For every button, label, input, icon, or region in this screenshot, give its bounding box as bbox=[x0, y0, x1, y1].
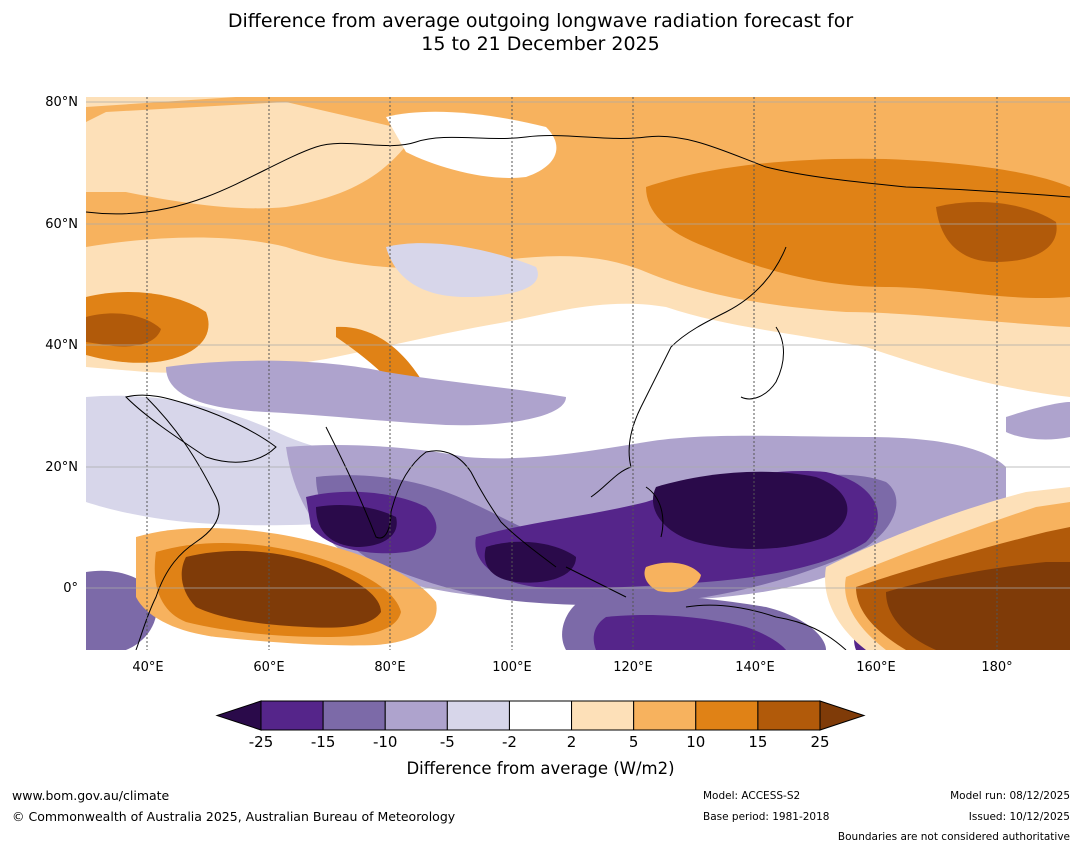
anomaly-region-deep-purple-indonesia bbox=[593, 615, 786, 650]
anomaly-region-purple-pacific bbox=[1006, 402, 1070, 440]
anomaly-region-darkest-purple-philippine-sea bbox=[652, 471, 848, 549]
model-run-date: Model run: 08/12/2025 bbox=[950, 790, 1070, 802]
colorbar-swatch bbox=[757, 700, 821, 731]
anomaly-region-brown-indian-ocean bbox=[181, 550, 381, 628]
colorbar-swatch bbox=[571, 700, 635, 731]
lon-label-100e: 100°E bbox=[492, 660, 532, 675]
colorbar-tick-label: -15 bbox=[310, 733, 336, 751]
anomaly-region-dark-orange-siberia bbox=[646, 158, 1070, 299]
coastline-arctic bbox=[86, 135, 1070, 215]
anomaly-region-brown-caspian bbox=[86, 313, 161, 347]
colorbar-tick-label: -2 bbox=[501, 733, 517, 751]
colorbar-swatch bbox=[260, 700, 324, 731]
colorbar-tick-label: -10 bbox=[372, 733, 398, 751]
lon-label-160e: 160°E bbox=[856, 660, 896, 675]
anomaly-region-neutral-arctic bbox=[386, 111, 557, 178]
olr-anomaly-map bbox=[86, 97, 1070, 650]
lon-label-40e: 40°E bbox=[132, 660, 164, 675]
colorbar-tick-label: 2 bbox=[566, 733, 577, 751]
copyright-notice: © Commonwealth of Australia 2025, Austra… bbox=[12, 809, 456, 824]
colorbar-tick-label: 25 bbox=[810, 733, 830, 751]
coastline-japan bbox=[740, 326, 784, 400]
lat-label-20n: 20°N bbox=[45, 460, 78, 475]
anomaly-region-brown-pacific bbox=[886, 562, 1070, 650]
coastline-arabia bbox=[125, 394, 277, 463]
anomaly-region-purple-arabia bbox=[166, 360, 566, 426]
colorbar-swatch bbox=[322, 700, 386, 731]
anomaly-region-darkest-purple-bay bbox=[316, 505, 397, 547]
colorbar-tick-label: 15 bbox=[748, 733, 768, 751]
colorbar-swatch bbox=[633, 700, 697, 731]
issued-date: Issued: 10/12/2025 bbox=[968, 811, 1070, 823]
lat-label-80n: 80°N bbox=[45, 95, 78, 110]
coastlines bbox=[86, 135, 1070, 650]
colorbar-tick-label: -25 bbox=[248, 733, 274, 751]
coastline-maritime-continent bbox=[565, 486, 847, 650]
colorbar-title: Difference from average (W/m2) bbox=[406, 759, 675, 778]
website-link[interactable]: www.bom.gov.au/climate bbox=[12, 788, 170, 803]
parallel-gridlines bbox=[86, 101, 1070, 589]
colorbar-tick-label: -5 bbox=[439, 733, 455, 751]
lon-label-80e: 80°E bbox=[374, 660, 406, 675]
meridian-gridlines bbox=[146, 97, 998, 650]
colorbar-tick-label: 5 bbox=[628, 733, 639, 751]
map-canvas bbox=[86, 97, 1070, 650]
colorbar-tick-label: 10 bbox=[686, 733, 706, 751]
colorbar-swatch bbox=[508, 700, 573, 731]
base-period: Base period: 1981-2018 bbox=[703, 811, 830, 823]
anomaly-region-light-orange-arctic bbox=[86, 102, 416, 209]
chart-title-line-1: Difference from average outgoing longwav… bbox=[227, 10, 854, 32]
boundary-disclaimer: Boundaries are not considered authoritat… bbox=[837, 831, 1070, 843]
colorbar-arrow-high bbox=[819, 700, 866, 731]
lat-label-60n: 60°N bbox=[45, 217, 78, 232]
lat-label-40n: 40°N bbox=[45, 338, 78, 353]
anomaly-region-darkest-purple-malaysia bbox=[484, 541, 576, 583]
lat-label-equator: 0° bbox=[63, 581, 78, 596]
anomaly-region-orange-new-guinea bbox=[644, 562, 701, 593]
colorbar-arrow-low bbox=[215, 700, 262, 731]
colorbar-swatch bbox=[695, 700, 759, 731]
anomaly-region-brown-siberia bbox=[936, 202, 1057, 262]
lon-label-180: 180° bbox=[981, 660, 1013, 675]
coastline-south-asia bbox=[325, 426, 557, 568]
lon-label-120e: 120°E bbox=[613, 660, 653, 675]
colorbar-swatch bbox=[446, 700, 510, 731]
coastline-east-africa bbox=[135, 396, 220, 650]
chart-title-line-2: 15 to 21 December 2025 bbox=[421, 33, 660, 55]
colorbar-swatch bbox=[384, 700, 448, 731]
model-name: Model: ACCESS-S2 bbox=[703, 790, 801, 802]
anomaly-region-light-purple-central-asia bbox=[386, 243, 538, 297]
lon-label-140e: 140°E bbox=[735, 660, 775, 675]
lon-label-60e: 60°E bbox=[253, 660, 285, 675]
